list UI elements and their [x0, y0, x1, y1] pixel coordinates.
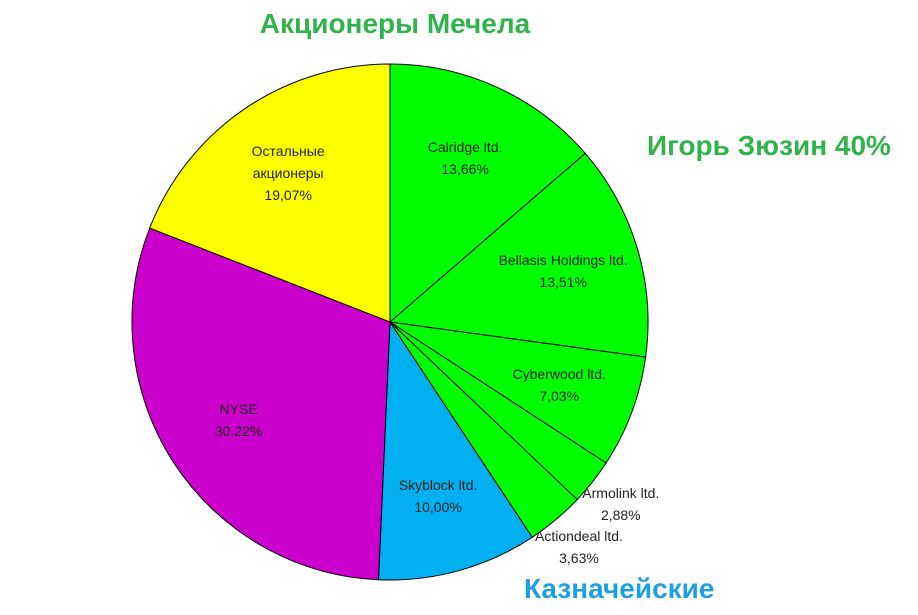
slice-name: Cyberwood ltd. [512, 366, 606, 383]
annotation: Игорь Зюзин 40% [647, 130, 891, 161]
chart-title: Акционеры Мечела [259, 8, 531, 39]
slice-name: NYSE [219, 401, 258, 418]
pie-slice [149, 63, 391, 323]
pie-slice [389, 63, 586, 324]
pie-slice [377, 320, 533, 581]
slice-name: Actiondeal ltd. [534, 528, 623, 545]
slice-value: 13,51% [539, 273, 587, 290]
slice-label: NYSE 30,22% [154, 398, 324, 442]
slice-value: 19,07% [264, 186, 312, 203]
slice-value: 2,88% [600, 507, 641, 524]
slice-label: Остальные акционеры 19,07% [238, 140, 338, 206]
slice-name: Остальные акционеры [251, 142, 325, 181]
slice-value: 7,03% [539, 388, 580, 405]
slice-label: Cyberwood ltd. 7,03% [474, 363, 644, 407]
slice-label: Calridge ltd. 13,66% [380, 136, 550, 180]
slice-value: 3,63% [559, 550, 599, 567]
pie-slice [389, 321, 647, 464]
slice-value: 13,66% [441, 160, 489, 177]
slice-name: Bellasis Holdings ltd. [498, 251, 628, 268]
slice-value: 10,00% [414, 499, 462, 516]
slice-label: Armolink ltd. 2,88% [536, 482, 706, 526]
slice-label: Actiondeal ltd. 3,63% [494, 525, 664, 569]
slice-value: 30,22% [214, 423, 263, 440]
slice-label: Bellasis Holdings ltd. 13,51% [478, 249, 648, 293]
pie-slice [388, 152, 649, 358]
annotation: Казначейские [524, 573, 715, 604]
slice-name: Armolink ltd. [582, 485, 660, 502]
slice-name: Skyblock ltd. [398, 477, 478, 494]
slice-label: Skyblock ltd. 10,00% [353, 474, 523, 518]
pie-slice [131, 227, 391, 581]
slice-name: Calridge ltd. [427, 138, 503, 155]
